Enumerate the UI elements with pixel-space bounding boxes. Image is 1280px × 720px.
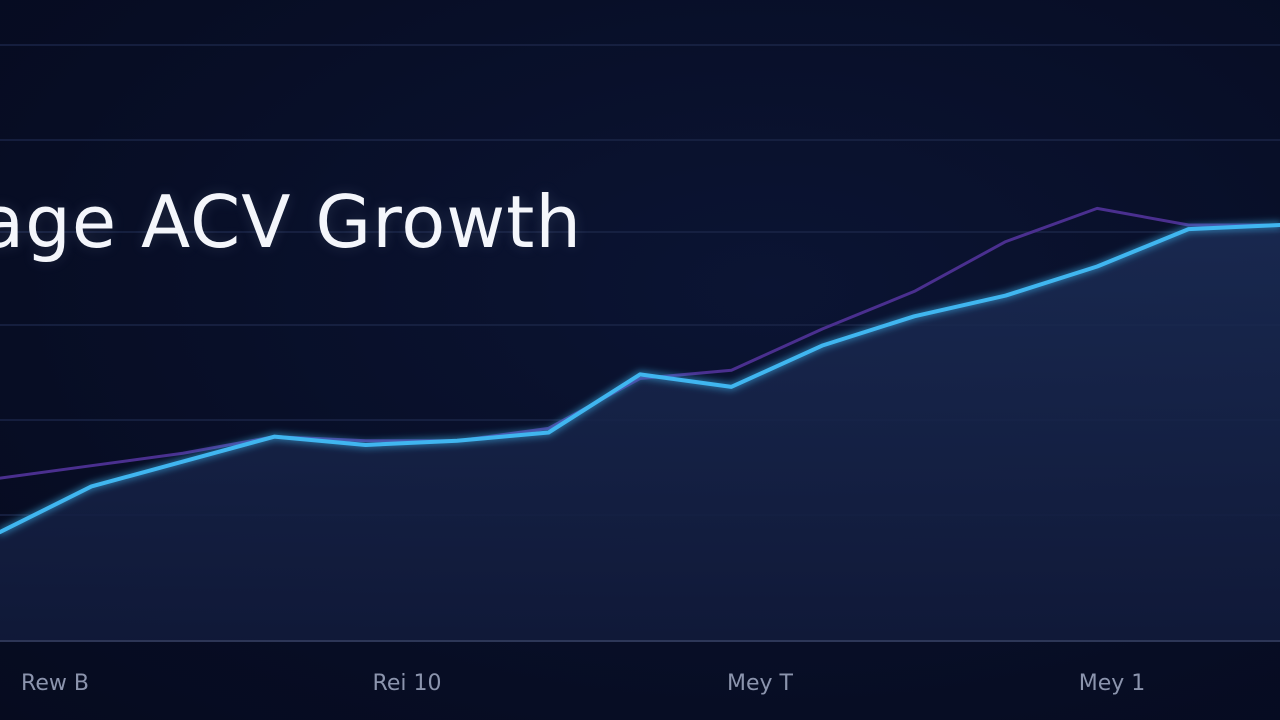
x-axis: Rew B Rei 10 Mey T Mey 1 — [0, 640, 1280, 696]
x-tick-label: Rew B — [21, 671, 89, 696]
series-lines — [0, 206, 1280, 535]
x-tick-label: Mey T — [727, 671, 794, 696]
area-fill — [0, 225, 1280, 640]
series-area — [0, 225, 1280, 640]
x-tick-label: Rei 10 — [373, 671, 442, 696]
chart-title: age ACV Growth — [0, 180, 583, 264]
series-line-secondary — [0, 206, 1280, 480]
x-tick-label: Mey 1 — [1079, 671, 1146, 696]
series-line-primary — [0, 223, 1280, 535]
